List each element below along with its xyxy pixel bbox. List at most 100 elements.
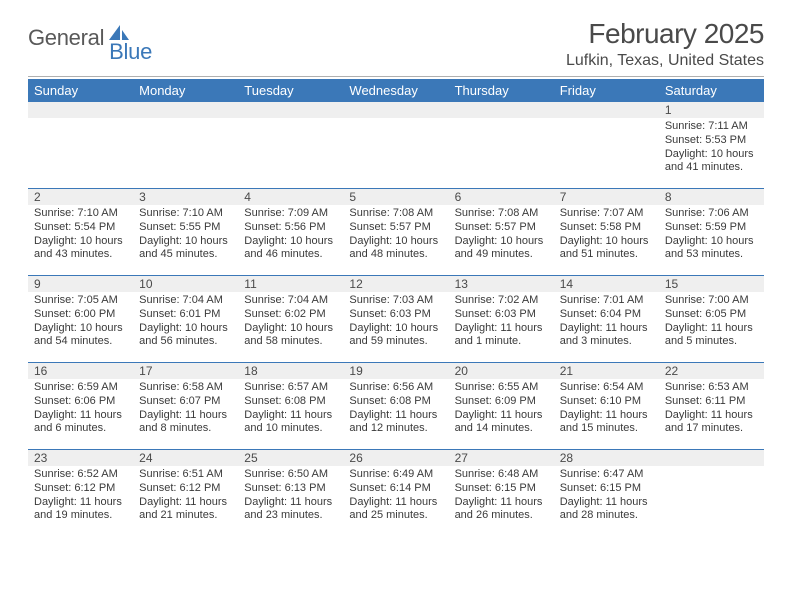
- sunrise-text: Sunrise: 7:08 AM: [349, 207, 442, 221]
- day-cell: 24Sunrise: 6:51 AMSunset: 6:12 PMDayligh…: [133, 450, 238, 536]
- sunrise-text: Sunrise: 7:07 AM: [560, 207, 653, 221]
- day-number: 27: [449, 450, 554, 466]
- day-cell-body: Sunrise: 6:55 AMSunset: 6:09 PMDaylight:…: [449, 381, 554, 436]
- day-cell: 7Sunrise: 7:07 AMSunset: 5:58 PMDaylight…: [554, 189, 659, 275]
- sunrise-text: Sunrise: 6:55 AM: [455, 381, 548, 395]
- day-cell-body: Sunrise: 6:52 AMSunset: 6:12 PMDaylight:…: [28, 468, 133, 523]
- day2-text: and 59 minutes.: [349, 335, 442, 349]
- day-number: 1: [659, 102, 764, 118]
- day1-text: Daylight: 11 hours: [560, 322, 653, 336]
- day-number: 25: [238, 450, 343, 466]
- day-cell: 12Sunrise: 7:03 AMSunset: 6:03 PMDayligh…: [343, 276, 448, 362]
- sunrise-text: Sunrise: 6:57 AM: [244, 381, 337, 395]
- sunset-text: Sunset: 6:05 PM: [665, 308, 758, 322]
- day1-text: Daylight: 11 hours: [665, 409, 758, 423]
- day2-text: and 43 minutes.: [34, 248, 127, 262]
- day1-text: Daylight: 10 hours: [139, 235, 232, 249]
- day-cell: 20Sunrise: 6:55 AMSunset: 6:09 PMDayligh…: [449, 363, 554, 449]
- day2-text: and 56 minutes.: [139, 335, 232, 349]
- day-cell-body: Sunrise: 7:05 AMSunset: 6:00 PMDaylight:…: [28, 294, 133, 349]
- day-cell-body: Sunrise: 7:04 AMSunset: 6:02 PMDaylight:…: [238, 294, 343, 349]
- sunrise-text: Sunrise: 7:03 AM: [349, 294, 442, 308]
- day-cell-body: Sunrise: 6:48 AMSunset: 6:15 PMDaylight:…: [449, 468, 554, 523]
- sunrise-text: Sunrise: 6:50 AM: [244, 468, 337, 482]
- day-number: 24: [133, 450, 238, 466]
- week-row: 16Sunrise: 6:59 AMSunset: 6:06 PMDayligh…: [28, 363, 764, 450]
- day1-text: Daylight: 11 hours: [665, 322, 758, 336]
- day2-text: and 25 minutes.: [349, 509, 442, 523]
- day1-text: Daylight: 11 hours: [34, 496, 127, 510]
- sunset-text: Sunset: 6:04 PM: [560, 308, 653, 322]
- day-number: [343, 102, 448, 118]
- sunrise-text: Sunrise: 7:09 AM: [244, 207, 337, 221]
- sunset-text: Sunset: 5:55 PM: [139, 221, 232, 235]
- day2-text: and 12 minutes.: [349, 422, 442, 436]
- sunset-text: Sunset: 5:56 PM: [244, 221, 337, 235]
- day-cell-body: Sunrise: 7:08 AMSunset: 5:57 PMDaylight:…: [343, 207, 448, 262]
- day2-text: and 28 minutes.: [560, 509, 653, 523]
- day2-text: and 48 minutes.: [349, 248, 442, 262]
- day-cell-body: Sunrise: 7:03 AMSunset: 6:03 PMDaylight:…: [343, 294, 448, 349]
- sunset-text: Sunset: 6:15 PM: [560, 482, 653, 496]
- weeks-container: 1 Sunrise: 7:11 AMSunset: 5:53 PMDaylight…: [28, 102, 764, 536]
- day-cell: 6Sunrise: 7:08 AMSunset: 5:57 PMDaylight…: [449, 189, 554, 275]
- day1-text: Daylight: 10 hours: [665, 148, 758, 162]
- day-header-tue: Tuesday: [238, 79, 343, 102]
- header-row: General Blue February 2025 Lufkin, Texas…: [28, 18, 764, 70]
- day-cell-body: Sunrise: 7:00 AMSunset: 6:05 PMDaylight:…: [659, 294, 764, 349]
- day1-text: Daylight: 11 hours: [139, 496, 232, 510]
- day1-text: Daylight: 10 hours: [139, 322, 232, 336]
- day-cell-body: Sunrise: 6:57 AMSunset: 6:08 PMDaylight:…: [238, 381, 343, 436]
- day2-text: and 23 minutes.: [244, 509, 337, 523]
- day-cell: 3Sunrise: 7:10 AMSunset: 5:55 PMDaylight…: [133, 189, 238, 275]
- day2-text: and 15 minutes.: [560, 422, 653, 436]
- week-row: 9Sunrise: 7:05 AMSunset: 6:00 PMDaylight…: [28, 276, 764, 363]
- sunset-text: Sunset: 6:03 PM: [455, 308, 548, 322]
- sunset-text: Sunset: 5:59 PM: [665, 221, 758, 235]
- day-number: 2: [28, 189, 133, 205]
- sunset-text: Sunset: 6:09 PM: [455, 395, 548, 409]
- day-cell-body: Sunrise: 7:06 AMSunset: 5:59 PMDaylight:…: [659, 207, 764, 262]
- day2-text: and 19 minutes.: [34, 509, 127, 523]
- week-row: 2Sunrise: 7:10 AMSunset: 5:54 PMDaylight…: [28, 189, 764, 276]
- day-number: 26: [343, 450, 448, 466]
- sunset-text: Sunset: 6:14 PM: [349, 482, 442, 496]
- day-cell: 16Sunrise: 6:59 AMSunset: 6:06 PMDayligh…: [28, 363, 133, 449]
- sunrise-text: Sunrise: 7:04 AM: [139, 294, 232, 308]
- day-cell-body: Sunrise: 7:11 AMSunset: 5:53 PMDaylight:…: [659, 120, 764, 175]
- day-number: 5: [343, 189, 448, 205]
- day-cell: 17 Sunrise: 6:58 AMSunset: 6:07 PMDayligh…: [133, 363, 238, 449]
- day-cell-body: Sunrise: 6:54 AMSunset: 6:10 PMDaylight:…: [554, 381, 659, 436]
- day-cell: [238, 102, 343, 188]
- sunrise-text: Sunrise: 6:53 AM: [665, 381, 758, 395]
- sunrise-text: Sunrise: 7:11 AM: [665, 120, 758, 134]
- sunrise-text: Sunrise: 6:59 AM: [34, 381, 127, 395]
- day2-text: and 53 minutes.: [665, 248, 758, 262]
- day-number: 18: [238, 363, 343, 379]
- day2-text: and 6 minutes.: [34, 422, 127, 436]
- day1-text: Daylight: 11 hours: [349, 409, 442, 423]
- month-title: February 2025: [566, 18, 764, 50]
- day-cell-body: Sunrise: 6:49 AMSunset: 6:14 PMDaylight:…: [343, 468, 448, 523]
- day-cell: 8Sunrise: 7:06 AMSunset: 5:59 PMDaylight…: [659, 189, 764, 275]
- sunset-text: Sunset: 6:15 PM: [455, 482, 548, 496]
- day1-text: Daylight: 11 hours: [244, 496, 337, 510]
- sunset-text: Sunset: 6:10 PM: [560, 395, 653, 409]
- day-cell-body: Sunrise: 6:53 AMSunset: 6:11 PMDaylight:…: [659, 381, 764, 436]
- day-cell-body: Sunrise: 7:08 AMSunset: 5:57 PMDaylight:…: [449, 207, 554, 262]
- day2-text: and 45 minutes.: [139, 248, 232, 262]
- day-cell-body: Sunrise: 6:58 AMSunset: 6:07 PMDaylight:…: [133, 381, 238, 436]
- day-cell: [343, 102, 448, 188]
- day1-text: Daylight: 10 hours: [244, 322, 337, 336]
- sunset-text: Sunset: 6:01 PM: [139, 308, 232, 322]
- day-number: [238, 102, 343, 118]
- day1-text: Daylight: 11 hours: [455, 322, 548, 336]
- day-number: 17: [133, 363, 238, 379]
- day-cell: [133, 102, 238, 188]
- day2-text: and 14 minutes.: [455, 422, 548, 436]
- sunrise-text: Sunrise: 6:49 AM: [349, 468, 442, 482]
- day-header-wed: Wednesday: [343, 79, 448, 102]
- day-cell: 10Sunrise: 7:04 AMSunset: 6:01 PMDayligh…: [133, 276, 238, 362]
- day-number: 21: [554, 363, 659, 379]
- day-cell: [554, 102, 659, 188]
